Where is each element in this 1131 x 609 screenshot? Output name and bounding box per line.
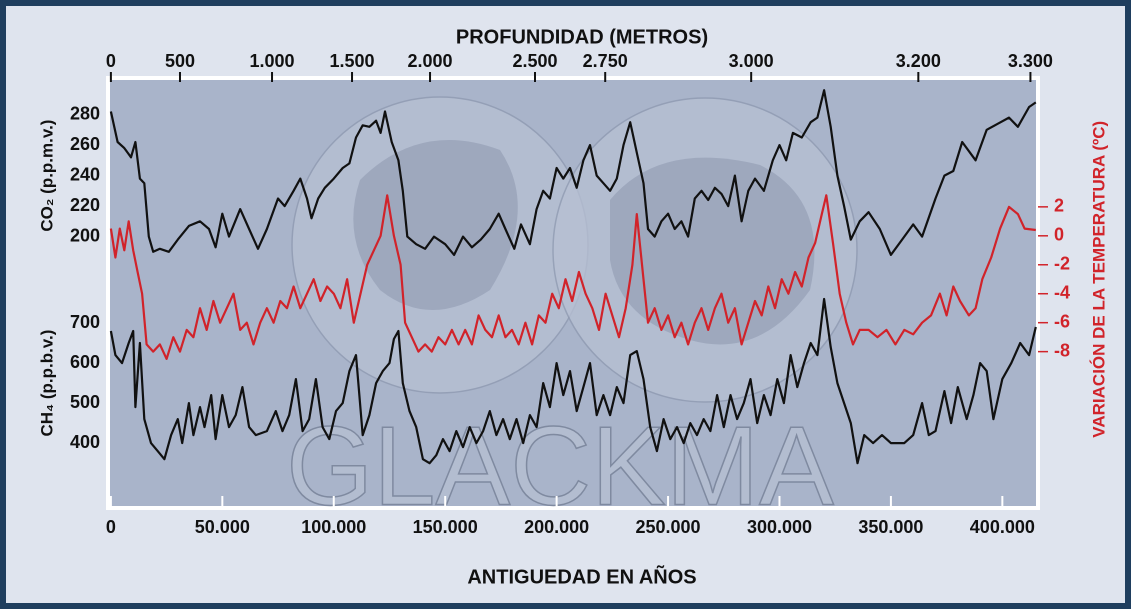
x-tick-label: 50.000: [195, 517, 250, 537]
chart: GLACKMA PROFUNDIDAD (METROS) ANTIGUEDAD …: [0, 0, 1131, 609]
x-axis-title: ANTIGUEDAD EN AÑOS: [467, 565, 696, 588]
x-tick-label: 100.000: [301, 517, 366, 537]
x-tick-label: 350.000: [858, 517, 923, 537]
y2-tick-label: 0: [1054, 225, 1064, 245]
y-tick-label: 600: [70, 352, 100, 372]
x-tick-label: 250.000: [636, 517, 701, 537]
y-tick-label: 700: [70, 312, 100, 332]
y-tick-label: 220: [70, 195, 100, 215]
y-tick-label: 500: [70, 392, 100, 412]
y-axis-title: VARIACIÓN DE LA TEMPERATURA (ºC): [1089, 121, 1108, 438]
y-tick-label: 400: [70, 432, 100, 452]
y-axis-title: CH₄ (p.p.b.v.): [37, 330, 56, 437]
x-tick-label: 0: [106, 517, 116, 537]
depth-tick-label: 500: [165, 51, 195, 71]
y-tick-label: 240: [70, 164, 100, 184]
depth-tick-label: 1.000: [250, 51, 295, 71]
depth-tick-label: 2.000: [408, 51, 453, 71]
x-tick-label: 400.000: [970, 517, 1035, 537]
watermark: GLACKMA: [286, 404, 834, 529]
y2-tick-label: -8: [1054, 340, 1070, 360]
y2-tick-label: -4: [1054, 282, 1070, 302]
depth-tick-label: 3.300: [1008, 51, 1053, 71]
depth-tick-label: 2.750: [583, 51, 628, 71]
depth-tick-label: 3.000: [729, 51, 774, 71]
y2-tick-label: -6: [1054, 311, 1070, 331]
x-tick-label: 200.000: [524, 517, 589, 537]
x-tick-label: 300.000: [747, 517, 812, 537]
top-axis-title: PROFUNDIDAD (METROS): [456, 26, 708, 48]
y-tick-label: 280: [70, 103, 100, 123]
depth-tick-label: 3.200: [896, 51, 941, 71]
x-tick-label: 150.000: [413, 517, 478, 537]
depth-tick-label: 2.500: [512, 51, 557, 71]
y2-tick-label: 2: [1054, 196, 1064, 216]
y-tick-label: 200: [70, 225, 100, 245]
y-tick-label: 260: [70, 134, 100, 154]
y-axis-title: CO₂ (p.p.m.v.): [37, 120, 56, 232]
depth-tick-label: 1.500: [330, 51, 375, 71]
y2-tick-label: -2: [1054, 254, 1070, 274]
depth-tick-label: 0: [106, 51, 116, 71]
